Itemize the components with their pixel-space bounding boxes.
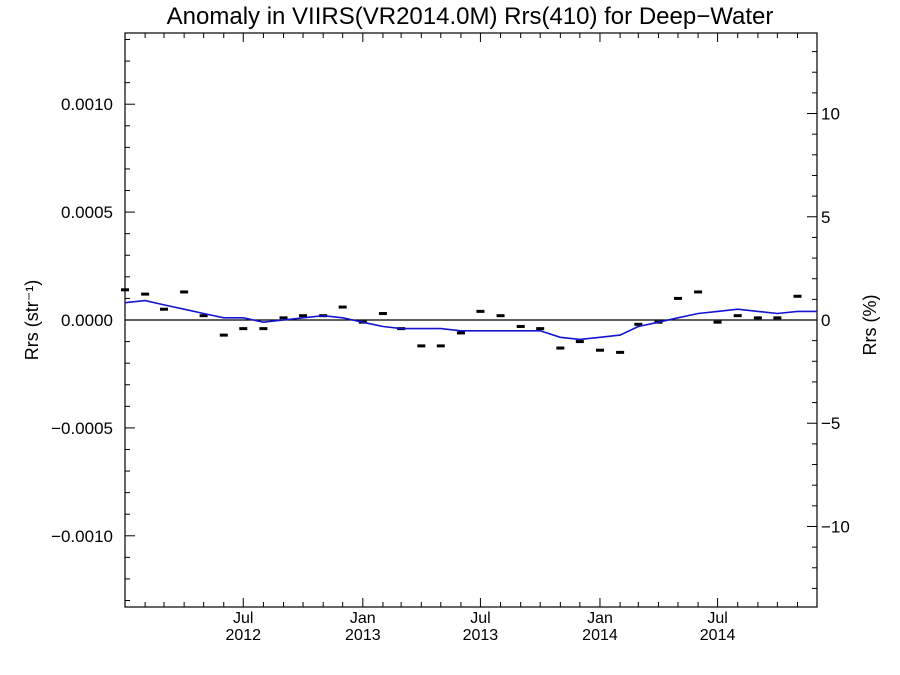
y2-tick-label: 5: [821, 208, 830, 227]
y-tick-label: −0.0005: [51, 419, 113, 438]
monthly-anomaly-point: [575, 340, 584, 344]
monthly-anomaly-point: [673, 296, 682, 300]
monthly-anomaly-point: [793, 294, 802, 298]
y-axis-label-text: Rrs (str⁻¹): [22, 280, 42, 360]
monthly-anomaly-point: [378, 312, 387, 316]
monthly-anomaly-point: [338, 305, 347, 309]
monthly-anomaly-point: [773, 316, 782, 320]
y-axis-label: Rrs (str⁻¹): [22, 280, 42, 360]
monthly-anomaly-point: [516, 324, 525, 328]
x-tick-label-month: Jan: [587, 610, 613, 627]
monthly-anomaly-point: [496, 314, 505, 318]
y2-axis-label: Rrs (%): [860, 295, 880, 356]
y2-tick-label: −5: [821, 414, 840, 433]
monthly-anomaly-point: [159, 307, 168, 311]
monthly-anomaly-point: [219, 333, 228, 337]
x-tick-label-month: Jul: [707, 610, 727, 627]
monthly-anomaly-point: [595, 348, 604, 352]
monthly-anomaly-point: [299, 314, 308, 318]
monthly-anomaly-point: [239, 327, 248, 331]
monthly-anomaly-point: [733, 314, 742, 318]
monthly-anomaly-point: [199, 314, 208, 318]
y2-tick-label: 0: [821, 311, 830, 330]
monthly-anomaly-point: [753, 316, 762, 320]
monthly-anomaly-point: [121, 288, 129, 292]
y-tick-label: −0.0010: [51, 527, 113, 546]
y2-tick-label: 10: [821, 105, 840, 124]
monthly-anomaly-point: [556, 346, 565, 350]
monthly-anomaly-point: [436, 344, 445, 348]
x-tick-label-year: 2014: [700, 627, 736, 644]
monthly-anomaly-point: [634, 322, 643, 326]
monthly-anomaly-point: [456, 331, 465, 335]
x-tick-label-year: 2014: [582, 627, 618, 644]
y-tick-label: 0.0000: [61, 311, 113, 330]
x-tick-label-year: 2012: [225, 627, 261, 644]
monthly-anomaly-point: [417, 344, 426, 348]
x-tick-label-month: Jul: [470, 610, 490, 627]
x-tick-label-month: Jan: [350, 610, 376, 627]
monthly-anomaly-point: [694, 290, 703, 294]
tick-layer: Jul2012Jan2013Jul2013Jan2014Jul20140.001…: [51, 33, 850, 644]
y-tick-label: 0.0005: [61, 203, 113, 222]
monthly-anomaly-point: [141, 292, 150, 296]
y-tick-label: 0.0010: [61, 95, 113, 114]
x-tick-label-year: 2013: [345, 627, 381, 644]
chart-title: Anomaly in VIIRS(VR2014.0M) Rrs(410) for…: [167, 3, 774, 30]
monthly-anomaly-point: [536, 327, 545, 331]
monthly-anomaly-point: [616, 350, 625, 354]
x-tick-label-year: 2013: [463, 627, 499, 644]
monthly-anomaly-point: [713, 320, 722, 324]
monthly-anomaly-point: [476, 309, 485, 313]
y2-tick-label: −10: [821, 517, 850, 536]
monthly-anomaly-point: [180, 290, 189, 294]
x-tick-label-month: Jul: [233, 610, 253, 627]
monthly-anomaly-point: [259, 327, 268, 331]
series-layer: [121, 288, 817, 354]
monthly-anomaly-point: [279, 316, 288, 320]
running-mean-line: [124, 299, 817, 341]
